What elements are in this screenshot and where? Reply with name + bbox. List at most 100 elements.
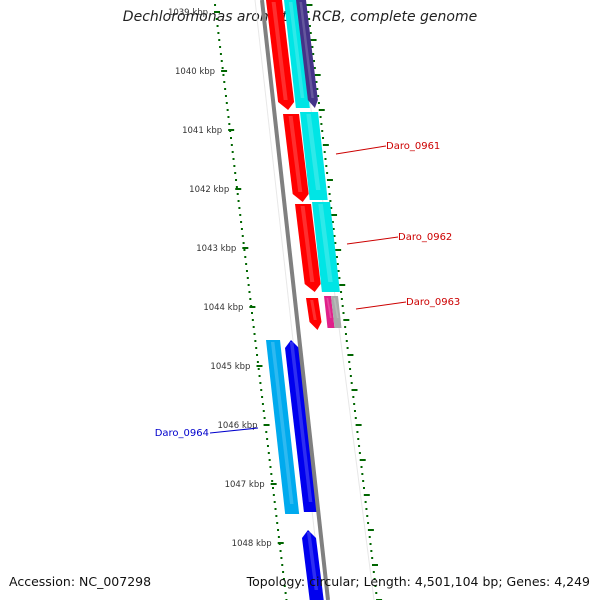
gc-skew-dot	[238, 207, 241, 209]
gc-content-dot	[361, 473, 364, 475]
gc-skew-dot	[283, 585, 286, 587]
gc-skew-dot	[234, 172, 237, 174]
gc-content-dot	[359, 459, 366, 461]
gc-content-dot	[325, 165, 328, 167]
ruler-tick: 1039 kbp	[168, 8, 220, 18]
gc-skew-dot	[248, 291, 251, 293]
gc-skew-dot	[245, 263, 248, 265]
gene-forward-shade	[288, 116, 303, 192]
gc-skew-dot	[273, 501, 276, 503]
gc-content-dot	[375, 592, 378, 594]
gc-skew-dot	[216, 25, 219, 27]
gc-skew-dot	[223, 81, 226, 83]
gc-content-dot	[365, 508, 368, 510]
gene-forward-shade	[310, 300, 317, 320]
gene-label-text[interactable]: Daro_0961	[386, 141, 440, 152]
cds-forward	[300, 112, 328, 200]
genome-summary-text: Topology: circular; Length: 4,501,104 bp…	[246, 574, 590, 589]
gc-content-dot	[367, 529, 374, 531]
gc-skew-dot	[263, 417, 266, 419]
gc-content-dot	[338, 277, 341, 279]
gc-content-dot	[336, 263, 339, 265]
gc-content-dot	[335, 256, 338, 258]
gc-content-dot	[358, 452, 361, 454]
feature-other	[331, 296, 342, 328]
gc-content-dot	[337, 270, 340, 272]
gc-content-dot	[358, 445, 361, 447]
gc-skew-dot	[224, 88, 227, 90]
gc-content-dot	[332, 228, 335, 230]
ruler-tick-label: 1046 kbp	[217, 421, 257, 431]
gc-content-dot	[356, 431, 359, 433]
ruler-tick-label: 1042 kbp	[189, 185, 229, 195]
gc-content-dot	[333, 235, 336, 237]
gc-skew-dot	[242, 242, 245, 244]
gc-skew-dot	[269, 466, 272, 468]
gc-skew-dot	[243, 249, 246, 251]
gc-content-dot	[326, 172, 329, 174]
gene-label[interactable]: Daro_0964	[155, 427, 259, 439]
ruler-tick: 1041 kbp	[182, 126, 235, 136]
ruler-tick: 1047 kbp	[225, 480, 277, 490]
ruler-tick-label: 1048 kbp	[232, 539, 272, 549]
gc-skew-dot	[274, 508, 277, 510]
gc-content-dot	[331, 221, 334, 223]
gc-skew-dot	[235, 186, 238, 188]
ruler-tick: 1040 kbp	[175, 67, 228, 77]
gc-skew-dot	[252, 326, 255, 328]
gc-content-dot	[308, 25, 311, 27]
ruler-tick: 1044 kbp	[203, 303, 256, 313]
gc-content-dot	[353, 410, 356, 412]
gc-content-dot	[326, 179, 333, 181]
gc-skew-dot	[245, 270, 248, 272]
ruler-tick-label: 1039 kbp	[168, 8, 208, 18]
gc-content-dot	[351, 389, 358, 391]
gene-label-leader	[346, 236, 399, 245]
gc-content-dot	[331, 214, 338, 216]
gc-content-dot	[315, 81, 318, 83]
gc-content-dot	[321, 130, 324, 132]
gc-skew-dot	[256, 361, 259, 363]
gc-content-dot	[343, 319, 350, 321]
gc-skew-dot	[267, 452, 270, 454]
gc-skew-dot	[254, 340, 257, 342]
gc-skew-dot	[251, 312, 253, 314]
gc-content-dot	[327, 186, 330, 188]
gene-label-leader	[209, 427, 259, 434]
gc-skew-dot	[265, 431, 268, 433]
gc-skew-dot	[214, 4, 217, 6]
gc-content-dot	[342, 312, 345, 314]
gc-skew-dot	[272, 487, 274, 489]
gc-skew-dot	[225, 102, 228, 104]
gc-skew-dot	[282, 578, 285, 580]
gene-label[interactable]: Daro_0962	[346, 232, 452, 245]
gene-label-text[interactable]: Daro_0962	[398, 232, 452, 243]
gc-content-dot	[330, 207, 333, 209]
gc-skew-dot	[280, 557, 283, 559]
feature-rrna	[324, 296, 335, 328]
gc-skew-dot	[261, 396, 264, 398]
gene-label[interactable]: Daro_0961	[335, 141, 440, 155]
gc-skew-dot	[270, 473, 273, 475]
cds-forward	[312, 202, 340, 292]
gc-skew-dot	[222, 74, 225, 76]
gc-content-dot	[353, 403, 356, 405]
cds-reverse	[266, 340, 300, 514]
gc-content-dot	[349, 368, 352, 370]
gc-skew-dot	[240, 228, 243, 230]
gc-skew-dot	[266, 438, 269, 440]
gc-content-dot	[306, 4, 313, 6]
gc-skew-dot	[217, 32, 220, 34]
gc-content-dot	[335, 249, 342, 251]
gene-label[interactable]: Daro_0963	[355, 297, 460, 310]
gc-skew-dot	[239, 214, 242, 216]
gene-label-layer: Daro_0961 Daro_0962 Daro_0963 Daro_0964	[155, 141, 461, 439]
gene-label-text[interactable]: Daro_0964	[155, 428, 209, 439]
ruler-tick-label: 1041 kbp	[182, 126, 222, 136]
ruler-tick-label: 1047 kbp	[225, 480, 265, 490]
ruler-ticks: 1039 kbp 1040 kbp 1041 kbp 1042 kbp 1043 kbp…	[168, 8, 284, 549]
gc-skew-dot	[277, 536, 280, 538]
gc-skew-dot	[233, 165, 236, 167]
gc-content-dot	[318, 109, 325, 111]
gene-label-text[interactable]: Daro_0963	[406, 297, 460, 308]
